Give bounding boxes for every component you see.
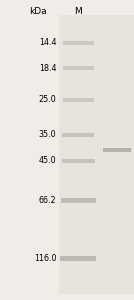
Bar — [63, 66, 94, 70]
Text: 18.4: 18.4 — [39, 64, 56, 73]
Bar — [59, 15, 134, 294]
Bar — [63, 98, 94, 102]
Text: 25.0: 25.0 — [39, 95, 56, 104]
Text: 116.0: 116.0 — [34, 254, 56, 263]
Text: M: M — [75, 8, 82, 16]
Text: 14.4: 14.4 — [39, 38, 56, 47]
Text: kDa: kDa — [29, 8, 47, 16]
Text: 45.0: 45.0 — [39, 156, 56, 165]
Bar — [62, 133, 94, 137]
Bar — [62, 158, 95, 163]
Bar — [60, 256, 96, 261]
Text: 66.2: 66.2 — [39, 196, 56, 205]
Bar — [61, 198, 96, 203]
Bar — [103, 148, 131, 152]
Text: 35.0: 35.0 — [39, 130, 56, 139]
Bar — [63, 41, 94, 45]
